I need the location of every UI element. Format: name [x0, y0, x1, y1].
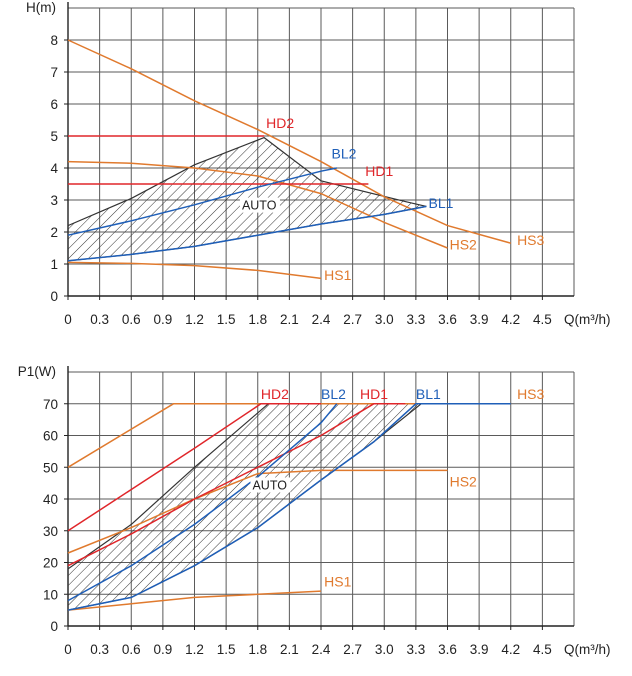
series-line-hs3	[67, 39, 512, 244]
y-tick-label: 5	[50, 129, 58, 144]
y-tick-label: 60	[43, 429, 58, 444]
series-label-hd2: HD2	[261, 386, 289, 402]
series-label-bl1: BL1	[429, 195, 454, 211]
x-tick-label: 3.3	[406, 642, 425, 657]
x-tick-label: 3.6	[438, 642, 457, 657]
x-tick-label: 1.8	[248, 312, 267, 327]
y-tick-label: 4	[50, 161, 58, 176]
auto-label-bg	[250, 477, 291, 493]
power-chart: 0 0.3 0.6 0.9 1.2 1.5 1.8 2.1 2.4 2.7 3.0 3.3 3.6 3.9…	[18, 364, 611, 657]
y-axis-label: H(m)	[26, 0, 56, 15]
series-label-hs2: HS2	[450, 473, 477, 489]
series-label-bl1: BL1	[416, 386, 441, 402]
series-line-hs2	[67, 160, 448, 249]
series-label-hs3: HS3	[517, 232, 544, 248]
y-tick-label: 20	[43, 556, 58, 571]
y-tick-label: 0	[50, 619, 58, 634]
x-tick-label: 4.5	[533, 642, 552, 657]
x-tick-label: 3.9	[470, 312, 489, 327]
x-tick-label: 4.5	[533, 312, 552, 327]
x-tick-label: 3.0	[375, 312, 394, 327]
y-tick-label: 3	[50, 193, 58, 208]
head-chart: 0 0.3 0.6 0.9 1.2 1.5 1.8 2.1 2.4 2.7 3.0 3.3 3.6 3.9…	[26, 0, 611, 327]
series-label-hs1: HS1	[324, 573, 351, 589]
x-tick-label: 1.2	[185, 312, 204, 327]
auto-label-bg	[239, 197, 280, 213]
series-line-hs1	[67, 261, 322, 280]
y-tick-label: 70	[43, 397, 58, 412]
x-tick-label: 4.2	[501, 312, 520, 327]
x-tick-label: 2.1	[280, 642, 299, 657]
x-tick-label: 0.9	[153, 312, 172, 327]
x-tick-label: 3.0	[375, 642, 394, 657]
y-tick-label: 10	[43, 587, 58, 602]
series-label-hs2: HS2	[450, 237, 477, 253]
y-tick-label: 2	[50, 225, 58, 240]
y-tick-label: 40	[43, 492, 58, 507]
x-tick-label: 2.1	[280, 312, 299, 327]
x-tick-label: 4.2	[501, 642, 520, 657]
x-tick-label: 0.6	[122, 312, 141, 327]
x-tick-label: 3.9	[470, 642, 489, 657]
x-tick-label: 0	[64, 312, 72, 327]
series-label-hd1: HD1	[360, 386, 388, 402]
series-line-hs2	[67, 469, 448, 554]
auto-label: AUTO	[252, 478, 287, 492]
y-tick-label: 30	[43, 524, 58, 539]
x-axis-label: Q(m³/h)	[564, 312, 611, 327]
series-line-bl1	[67, 205, 427, 262]
y-tick-label: 50	[43, 460, 58, 475]
series-label-hs3: HS3	[517, 386, 544, 402]
x-tick-label: 2.7	[343, 312, 362, 327]
x-axis-label: Q(m³/h)	[564, 642, 611, 657]
x-tick-label: 0.6	[122, 642, 141, 657]
series-label-hd2: HD2	[266, 115, 294, 131]
series-line-hd1	[67, 403, 406, 567]
x-tick-label: 1.2	[185, 642, 204, 657]
series-label-bl2: BL2	[332, 145, 357, 161]
x-tick-label: 2.4	[312, 642, 331, 657]
x-tick-label: 1.5	[217, 312, 236, 327]
series-label-bl2: BL2	[321, 386, 346, 402]
x-tick-label: 0	[64, 642, 72, 657]
series-line-bl2	[67, 167, 337, 236]
auto-label: AUTO	[242, 199, 277, 213]
x-tick-label: 0.9	[153, 642, 172, 657]
series-label-hd1: HD1	[365, 163, 393, 179]
series-line-bl2	[67, 403, 338, 602]
series-line-hs1	[67, 590, 322, 611]
x-tick-label: 2.7	[343, 642, 362, 657]
x-tick-label: 0.3	[90, 642, 109, 657]
x-tick-label: 2.4	[312, 312, 331, 327]
x-tick-label: 1.8	[248, 642, 267, 657]
y-tick-label: 8	[50, 33, 58, 48]
y-tick-label: 7	[50, 65, 58, 80]
x-tick-label: 3.3	[406, 312, 425, 327]
y-tick-label: 1	[50, 257, 58, 272]
y-tick-label: 0	[50, 289, 58, 304]
x-tick-label: 1.5	[217, 642, 236, 657]
x-tick-label: 0.3	[90, 312, 109, 327]
series-line-bl1	[67, 403, 511, 611]
y-tick-label: 6	[50, 97, 58, 112]
series-line-hd2	[67, 403, 321, 532]
x-tick-label: 3.6	[438, 312, 457, 327]
series-label-hs1: HS1	[324, 267, 351, 283]
y-axis-label: P1(W)	[18, 364, 56, 379]
grid	[68, 7, 575, 296]
